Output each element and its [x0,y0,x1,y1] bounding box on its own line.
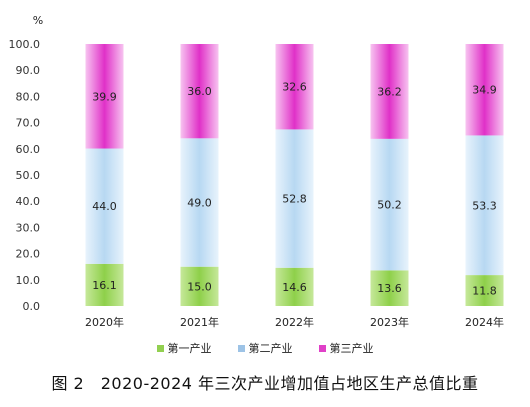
legend-label: 第二产业 [248,342,293,355]
bar-segment [85,148,124,264]
y-tick-label: 50.0 [16,169,41,182]
x-tick-label: 2023年 [370,315,409,329]
bar-segment [370,270,409,306]
y-unit-label: % [33,14,43,27]
data-label: 32.6 [282,81,307,94]
data-label: 36.2 [377,85,402,98]
bar-segment [465,44,504,136]
bar-segment [85,263,124,306]
bar-segment [370,44,409,139]
legend-item: 第一产业 [156,340,212,356]
data-label: 15.0 [187,280,212,293]
data-label: 11.8 [472,285,497,298]
y-axis: 0.0 10.0 20.0 30.0 40.0 50.0 60.0 70.0 80.0 90.0 1… [9,38,41,313]
bar-segment [275,44,314,130]
legend-label: 第三产业 [329,342,374,355]
data-label: 53.3 [472,199,497,212]
stacked-bar-chart: % 0.0 10.0 20.0 30.0 40.0 50.0 60.0 70.0 80.0 90.… [9,14,505,329]
y-tick-label: 30.0 [16,221,41,234]
y-tick-label: 0.0 [23,300,41,313]
x-tick-label: 2020年 [85,315,124,329]
y-tick-label: 80.0 [16,90,41,103]
x-tick-label: 2022年 [275,315,314,329]
y-tick-label: 90.0 [16,64,41,77]
y-tick-label: 10.0 [16,274,41,287]
bar-segment [275,129,314,268]
bar-segment [370,138,409,271]
x-axis: 2020年 2021年 2022年 2023年 2024年 [85,315,504,329]
data-label: 14.6 [282,281,307,294]
bars: 16.1 44.0 39.9 15.0 49.0 36.0 14.6 52.8 32.6 13.6… [85,44,504,306]
bar-segment [180,44,219,139]
data-label: 13.6 [377,282,402,295]
bar-segment [180,138,219,267]
bar-segment [275,267,314,306]
y-tick-label: 70.0 [16,117,41,130]
legend-label: 第一产业 [167,342,212,355]
figure-caption: 图 2 2020-2024 年三次产业增加值占地区生产总值比重 [51,374,479,393]
data-label: 44.0 [92,200,117,213]
data-label: 16.1 [92,279,117,292]
bar-segment [180,266,219,306]
data-label: 52.8 [282,193,307,206]
y-tick-label: 20.0 [16,248,41,261]
y-tick-label: 60.0 [16,143,41,156]
legend-item: 第三产业 [318,340,374,356]
y-tick-label: 40.0 [16,195,41,208]
data-label: 36.0 [187,85,212,98]
data-label: 39.9 [92,90,117,103]
data-label: 50.2 [377,199,402,212]
bar-segment [465,275,504,306]
legend-item: 第二产业 [237,340,293,356]
x-tick-label: 2021年 [180,315,219,329]
bar-segment [85,44,124,149]
data-label: 34.9 [472,84,497,97]
x-tick-label: 2024年 [465,315,504,329]
y-tick-label: 100.0 [9,38,41,51]
legend-swatch [318,344,326,352]
legend: 第一产业 第二产业 第三产业 [0,340,530,356]
data-label: 49.0 [187,197,212,210]
bar-segment [465,135,504,276]
legend-swatch [237,344,245,352]
legend-swatch [156,344,164,352]
